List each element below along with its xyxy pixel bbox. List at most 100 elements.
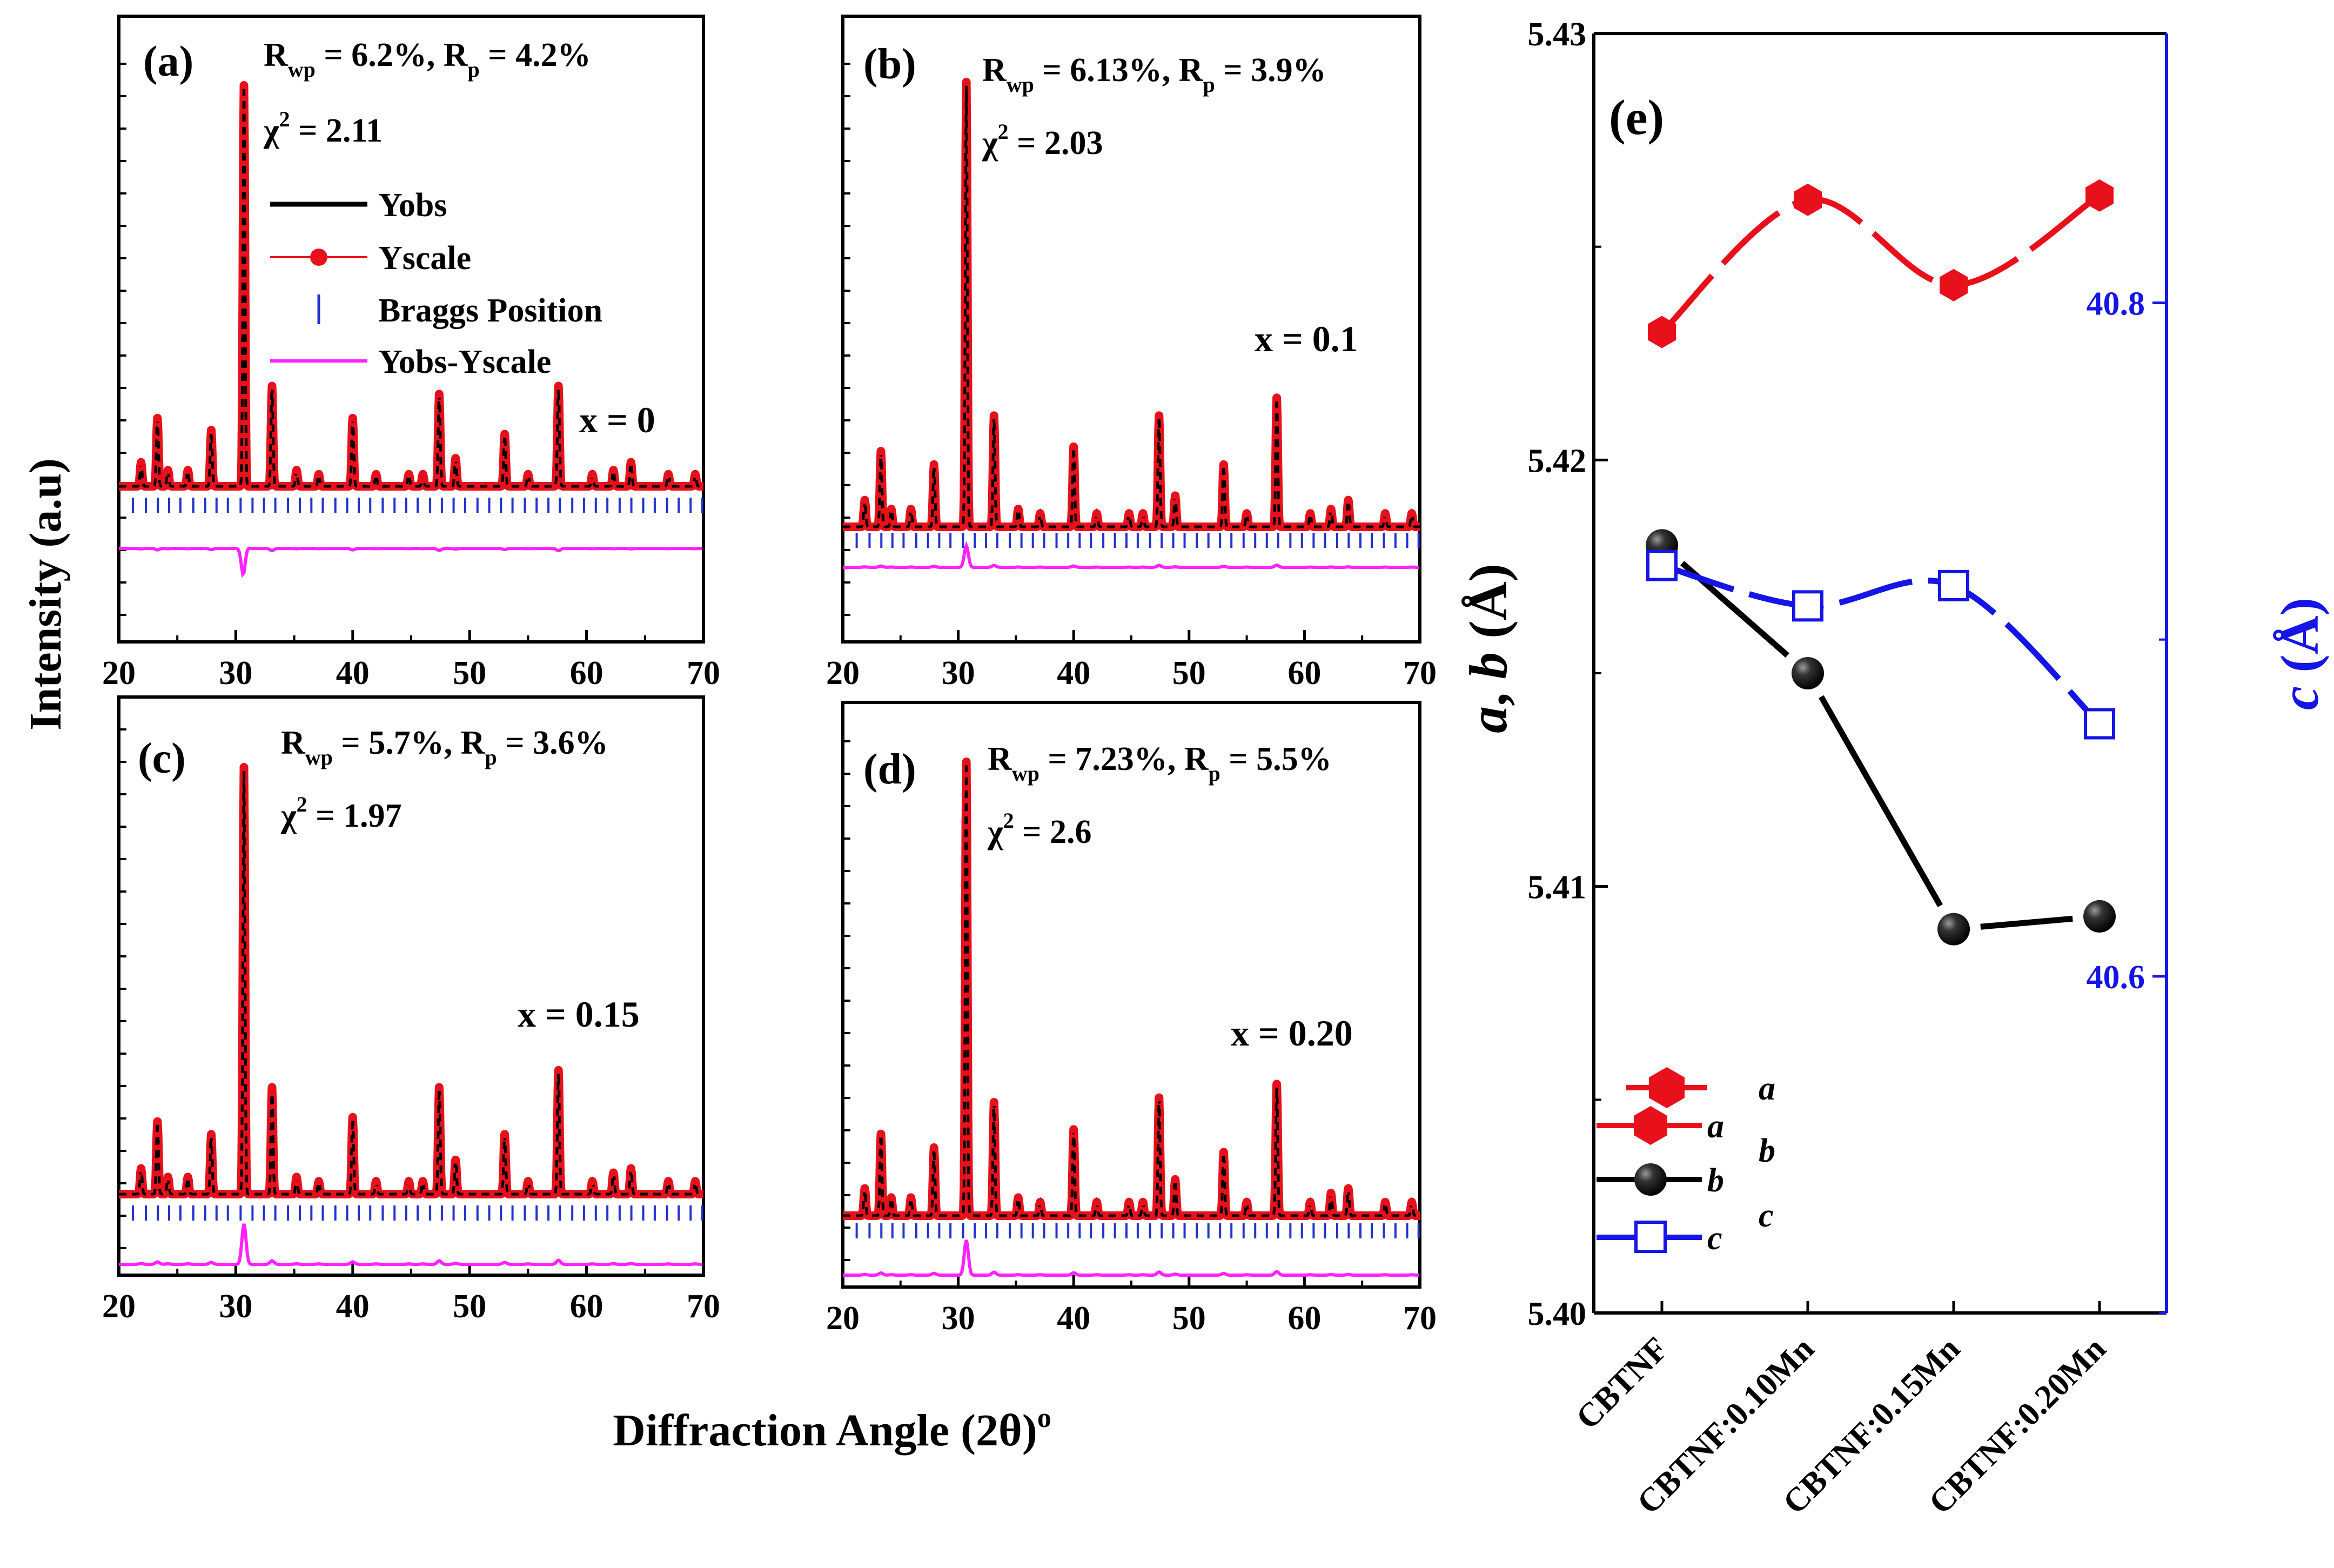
panel-b-yscale-line: [839, 78, 1424, 531]
panel-c-composition: x = 0.15: [518, 994, 640, 1035]
panel-a-peak-point: [524, 470, 532, 478]
panel-e-right-axis-label: c (Å): [2270, 598, 2330, 710]
panel-c-peak-point: [691, 1177, 699, 1185]
panel-d-x-tick-label: 30: [942, 1300, 975, 1337]
panel-a-peak-point: [153, 414, 162, 422]
panel-d-peak-point: [1125, 1198, 1133, 1206]
panel-b-diff-line: [843, 541, 1419, 569]
panel-a-peak-point: [137, 458, 145, 466]
panel-a-rwp: Rwp = 6.2%, Rp = 4.2%: [264, 37, 591, 82]
panel-c-peak-point: [501, 1130, 509, 1138]
panel-b-peak-point: [1070, 443, 1078, 451]
panel-c-peak-point: [153, 1117, 162, 1125]
panel-b-tag: (b): [863, 41, 916, 88]
panel-c-x-tick-label: 20: [102, 1288, 136, 1325]
panel-a-peak-point: [609, 466, 618, 474]
panel-b-yobs-line: [843, 82, 1420, 528]
panel-e-series-c-point: [1938, 569, 1969, 601]
panel-c-peak-point: [524, 1177, 532, 1185]
panel-d-x-tick-label: 60: [1287, 1300, 1321, 1337]
panel-b-x-tick-label: 50: [1172, 655, 1206, 692]
panel-d-peak-point: [887, 1194, 895, 1202]
panel-c-peak-point: [207, 1130, 215, 1138]
panel-c-yscale-line: [115, 763, 707, 1198]
legend-e-c-label: c: [1707, 1220, 1722, 1257]
panel-d-x-tick-label: 50: [1172, 1300, 1206, 1337]
panel-a-composition: x = 0: [579, 399, 655, 440]
panel-d-peak-point: [1327, 1189, 1335, 1197]
panel-b-chi2: χ2 = 2.03: [982, 119, 1103, 162]
panel-c-peak-point: [348, 1113, 357, 1121]
panel-a-x-tick-label: 70: [687, 655, 720, 692]
panel-a-peak-point: [419, 470, 427, 478]
panel-b-peak-point: [1014, 505, 1022, 513]
panel-d-peak-point: [1155, 1094, 1163, 1102]
panel-d: 20 30 40 50 60 70: [826, 701, 1437, 1337]
panel-d-x-tick-label: 70: [1403, 1300, 1437, 1337]
panel-c-peak-point: [240, 763, 248, 771]
panel-e-right-tick-label: 40.8: [2087, 286, 2145, 323]
panel-b-peak-point: [1381, 510, 1389, 518]
panel-b-peak-point: [1036, 510, 1044, 518]
panel-a-peak-point: [554, 382, 562, 390]
panel-b-peak-point: [1219, 460, 1228, 468]
panel-e-series-b-point: [1937, 913, 1970, 946]
legend-e-a-label: a: [1707, 1108, 1724, 1145]
panel-b-peak-point: [1092, 510, 1101, 518]
panel-c-peak-point: [164, 1173, 172, 1181]
legend-yscale-marker: [310, 249, 327, 266]
panel-d-peak-point: [907, 1194, 915, 1202]
panel-a-x-tick-label: 60: [570, 655, 603, 692]
legend: Yobs Yscale Braggs Position Yobs-Yscale: [270, 187, 602, 380]
panel-b-composition: x = 0.1: [1255, 318, 1358, 359]
panel-c-peak-point: [588, 1177, 596, 1185]
legend-bragg-label: Braggs Position: [378, 292, 602, 329]
panel-c-peak-point: [435, 1083, 443, 1091]
legend-e-a-marker: [1634, 1106, 1667, 1145]
panel-d-yobs-line: [843, 761, 1420, 1217]
panel-b-peak-point: [1125, 510, 1133, 518]
panel-c-peak-point: [419, 1177, 427, 1185]
panel-d-tag: (d): [863, 746, 916, 793]
panel-b-x-tick-label: 60: [1287, 655, 1321, 692]
panel-a-peak-point: [501, 430, 509, 438]
panel-a-peak-point: [184, 466, 192, 474]
panel-d-peak-point: [877, 1130, 885, 1138]
panel-b-peak-point: [887, 505, 895, 513]
panel-a-peak-point: [691, 470, 699, 478]
panel-a-chi2: χ2 = 2.11: [263, 107, 383, 149]
panel-a-x-tick-label: 20: [102, 655, 136, 692]
panel-b-peak-point: [907, 505, 915, 513]
panel-b-peak-point: [990, 412, 998, 420]
legend-e-b-label: b: [1707, 1162, 1724, 1199]
panel-d-peak-point: [1092, 1198, 1101, 1206]
legend-yobs-label: Yobs: [378, 187, 447, 224]
panel-b-peak-point: [877, 447, 885, 455]
panel-b-peak-point: [1273, 394, 1281, 402]
panel-e-series-c-point: [2084, 708, 2115, 740]
panel-b-peak-point: [1243, 510, 1251, 518]
panel-b-rwp: Rwp = 6.13%, Rp = 3.9%: [982, 52, 1326, 97]
panel-b-x-tick-label: 40: [1057, 655, 1090, 692]
panel-c-chi2: χ2 = 1.97: [280, 792, 401, 834]
panel-e-left-tick-label: 5.40: [1528, 1296, 1587, 1332]
panel-d-peak-point: [1344, 1184, 1352, 1192]
panel-e-series-b-point: [2083, 900, 2116, 933]
panel-a-peak-point: [405, 470, 413, 478]
panel-e-series-b-point: [1792, 657, 1824, 689]
panel-b-x-tick-label: 20: [826, 655, 860, 692]
panel-c-peak-point: [268, 1083, 276, 1091]
panel-e-legend: a a b b c c: [1597, 1067, 1775, 1257]
panel-c-x-tick-label: 30: [219, 1288, 252, 1325]
panel-d-peak-point: [1139, 1198, 1147, 1206]
panel-e-x-tick-label: CBTNF: [1569, 1330, 1675, 1437]
panel-c-x-tick-label: 70: [687, 1288, 720, 1325]
panel-b-peak-point: [861, 496, 869, 504]
legend-e-c-marker: [1634, 1221, 1667, 1253]
legend-e-c-top-label: c: [1759, 1197, 1774, 1234]
panel-a-peak-point: [665, 470, 673, 478]
panel-e-right-tick-label: 40.6: [2087, 959, 2145, 996]
panel-e-tag: (e): [1609, 90, 1664, 145]
panel-e-left-tick-label: 5.41: [1528, 869, 1587, 906]
panel-a-peak-point: [588, 470, 596, 478]
